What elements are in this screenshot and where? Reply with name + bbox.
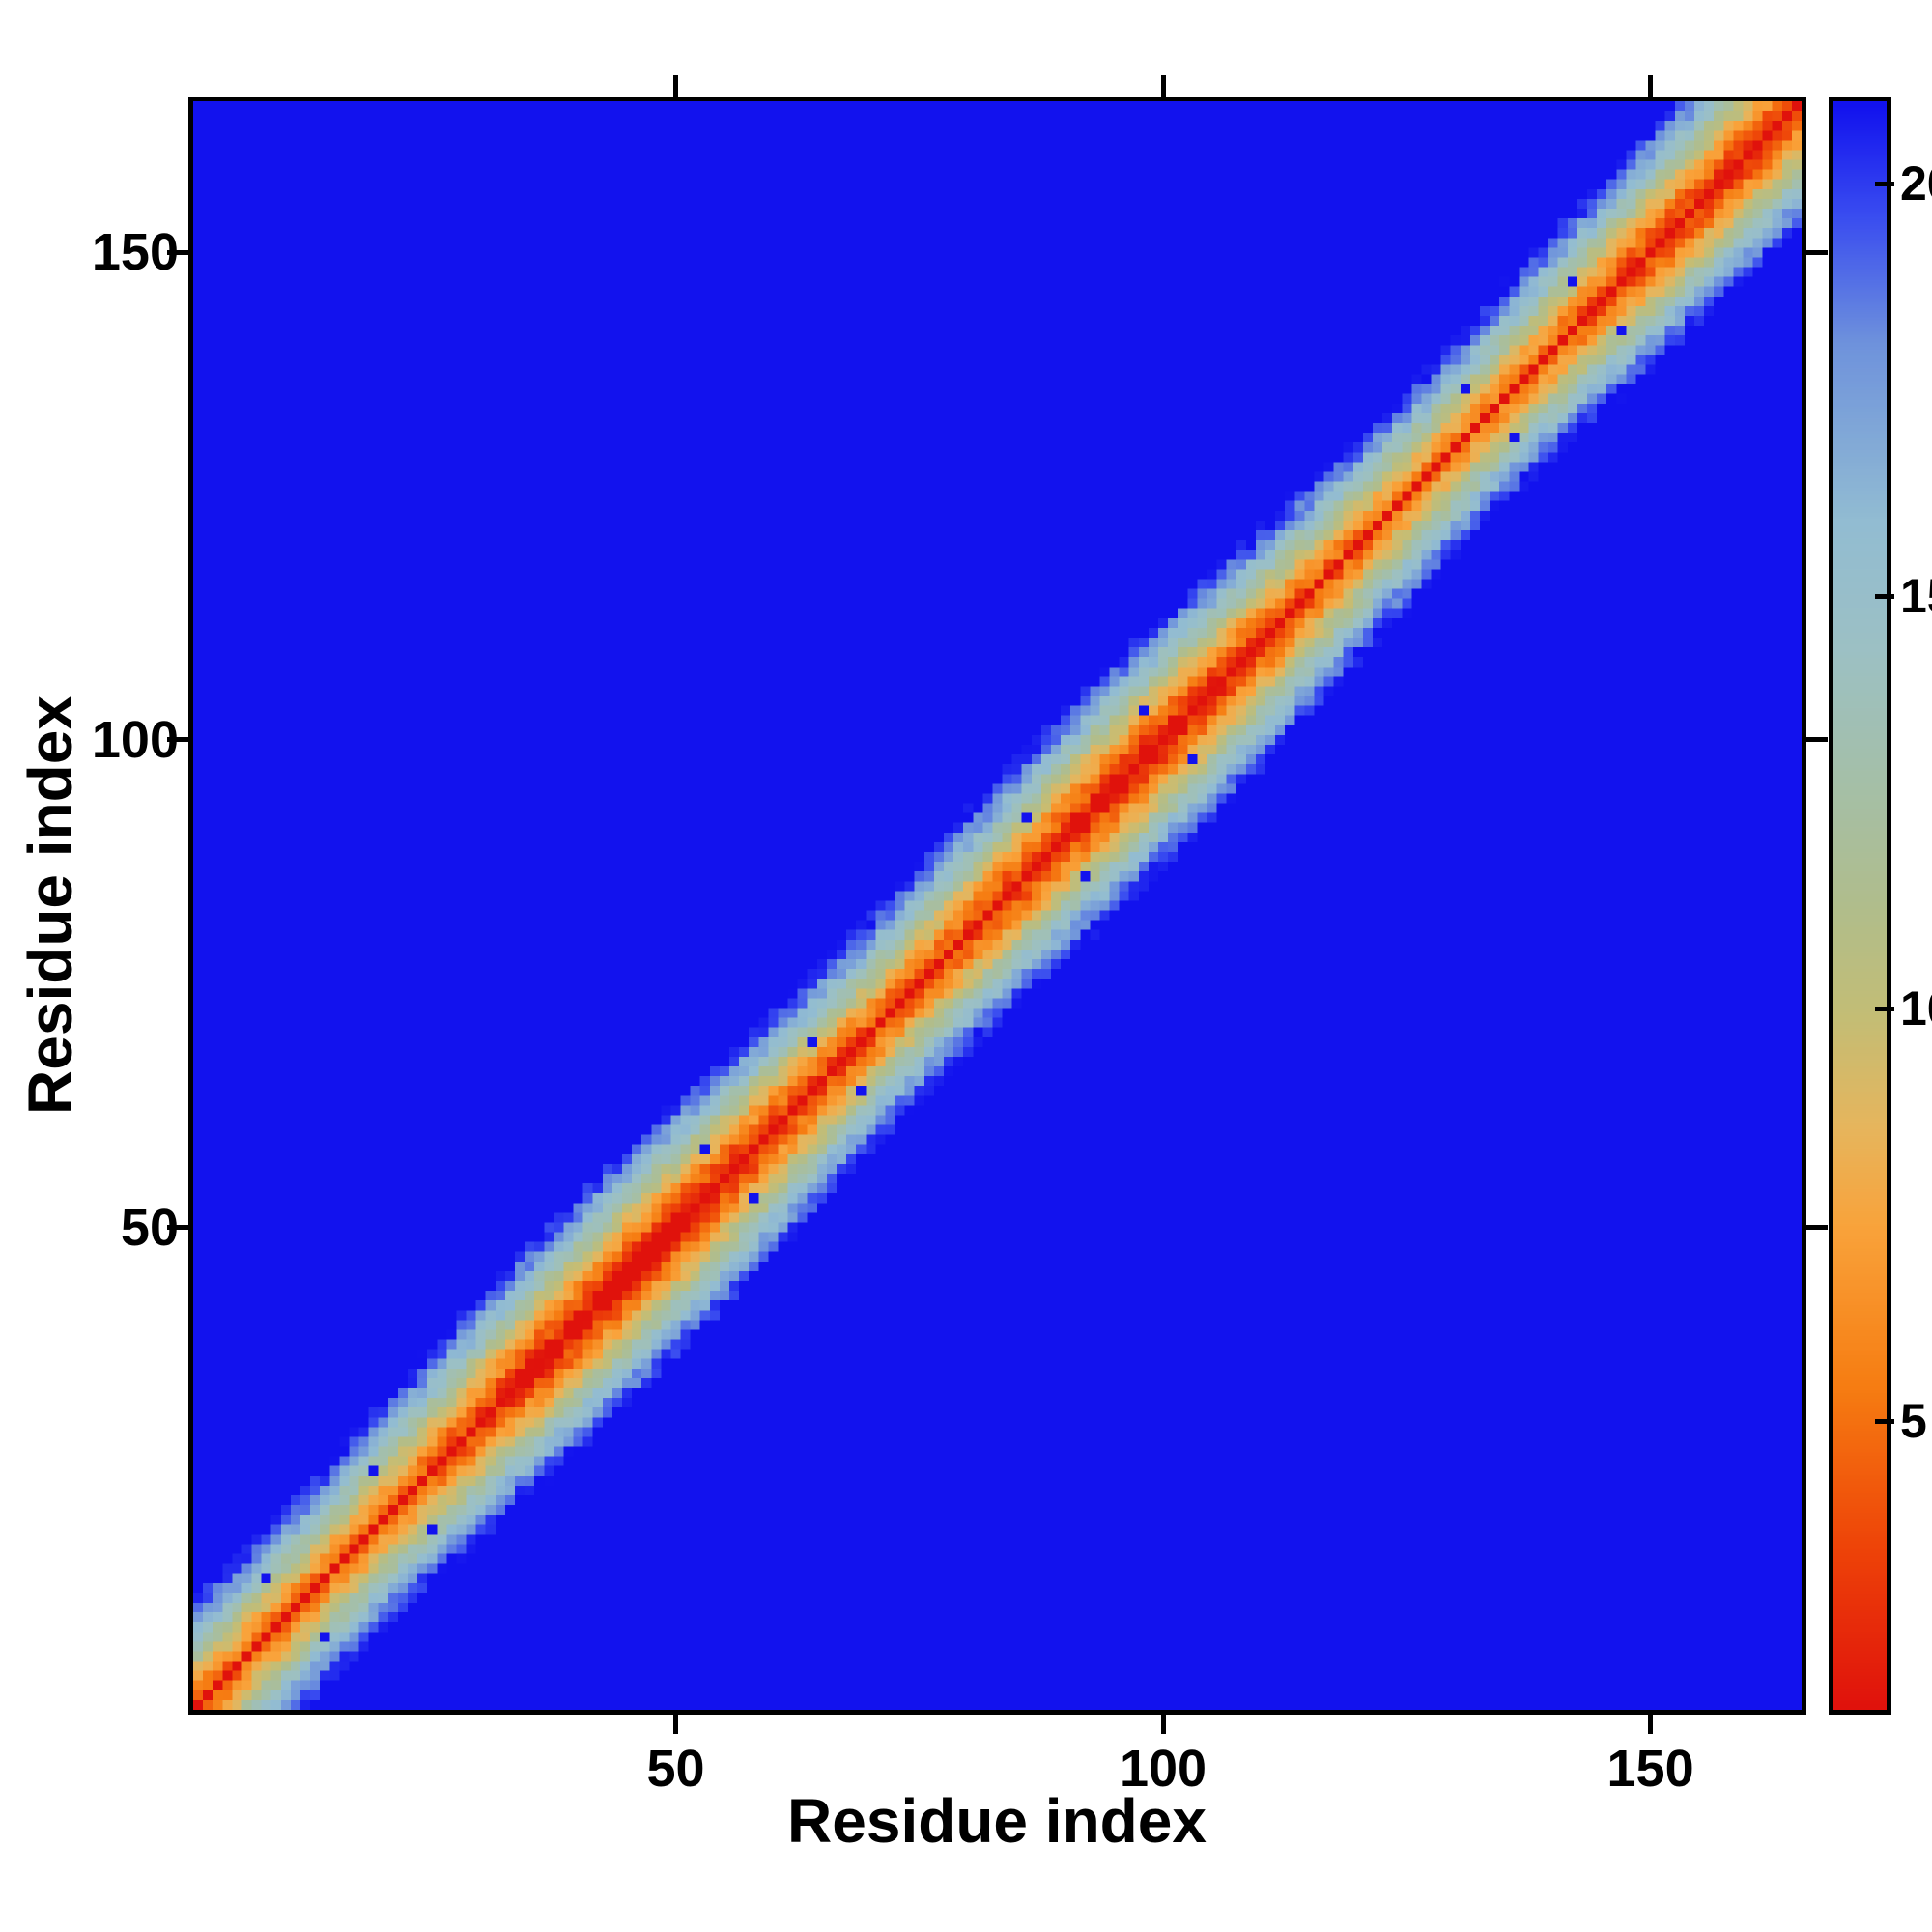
colorbar-tick-mark (1875, 1418, 1894, 1424)
y-tick-label: 150 (91, 223, 179, 282)
x-tick-mark (1160, 1715, 1166, 1734)
x-tick-mark-top (673, 75, 678, 97)
colorbar-gradient (1833, 101, 1887, 1710)
x-axis-label: Residue index (787, 1786, 1207, 1856)
x-tick-label: 100 (1119, 1740, 1208, 1798)
x-tick-mark (1648, 1715, 1654, 1734)
x-tick-mark-top (1160, 75, 1166, 97)
colorbar-tick-label: 10 (1900, 981, 1932, 1037)
colorbar (1829, 97, 1891, 1715)
x-tick-label: 50 (646, 1740, 705, 1798)
colorbar-tick-label: 20 (1900, 156, 1932, 212)
residue-distance-heatmap (193, 101, 1802, 1710)
colorbar-tick-label: 5 (1900, 1394, 1927, 1449)
colorbar-tick-mark (1875, 181, 1894, 186)
y-tick-mark-right (1806, 249, 1828, 255)
y-tick-mark-right (1806, 737, 1828, 743)
y-tick-label: 100 (91, 710, 179, 769)
colorbar-tick-mark (1875, 1006, 1894, 1011)
y-tick-label: 50 (120, 1198, 179, 1257)
y-tick-mark (167, 1225, 188, 1230)
colorbar-tick-label: 15 (1900, 569, 1932, 624)
plot-area (188, 97, 1806, 1715)
colorbar-tick-mark (1875, 593, 1894, 599)
y-tick-mark (167, 249, 188, 255)
x-tick-mark-top (1648, 75, 1654, 97)
x-tick-label: 150 (1606, 1740, 1694, 1798)
x-tick-mark (673, 1715, 678, 1734)
y-tick-mark-right (1806, 1225, 1828, 1230)
y-tick-mark (167, 737, 188, 743)
